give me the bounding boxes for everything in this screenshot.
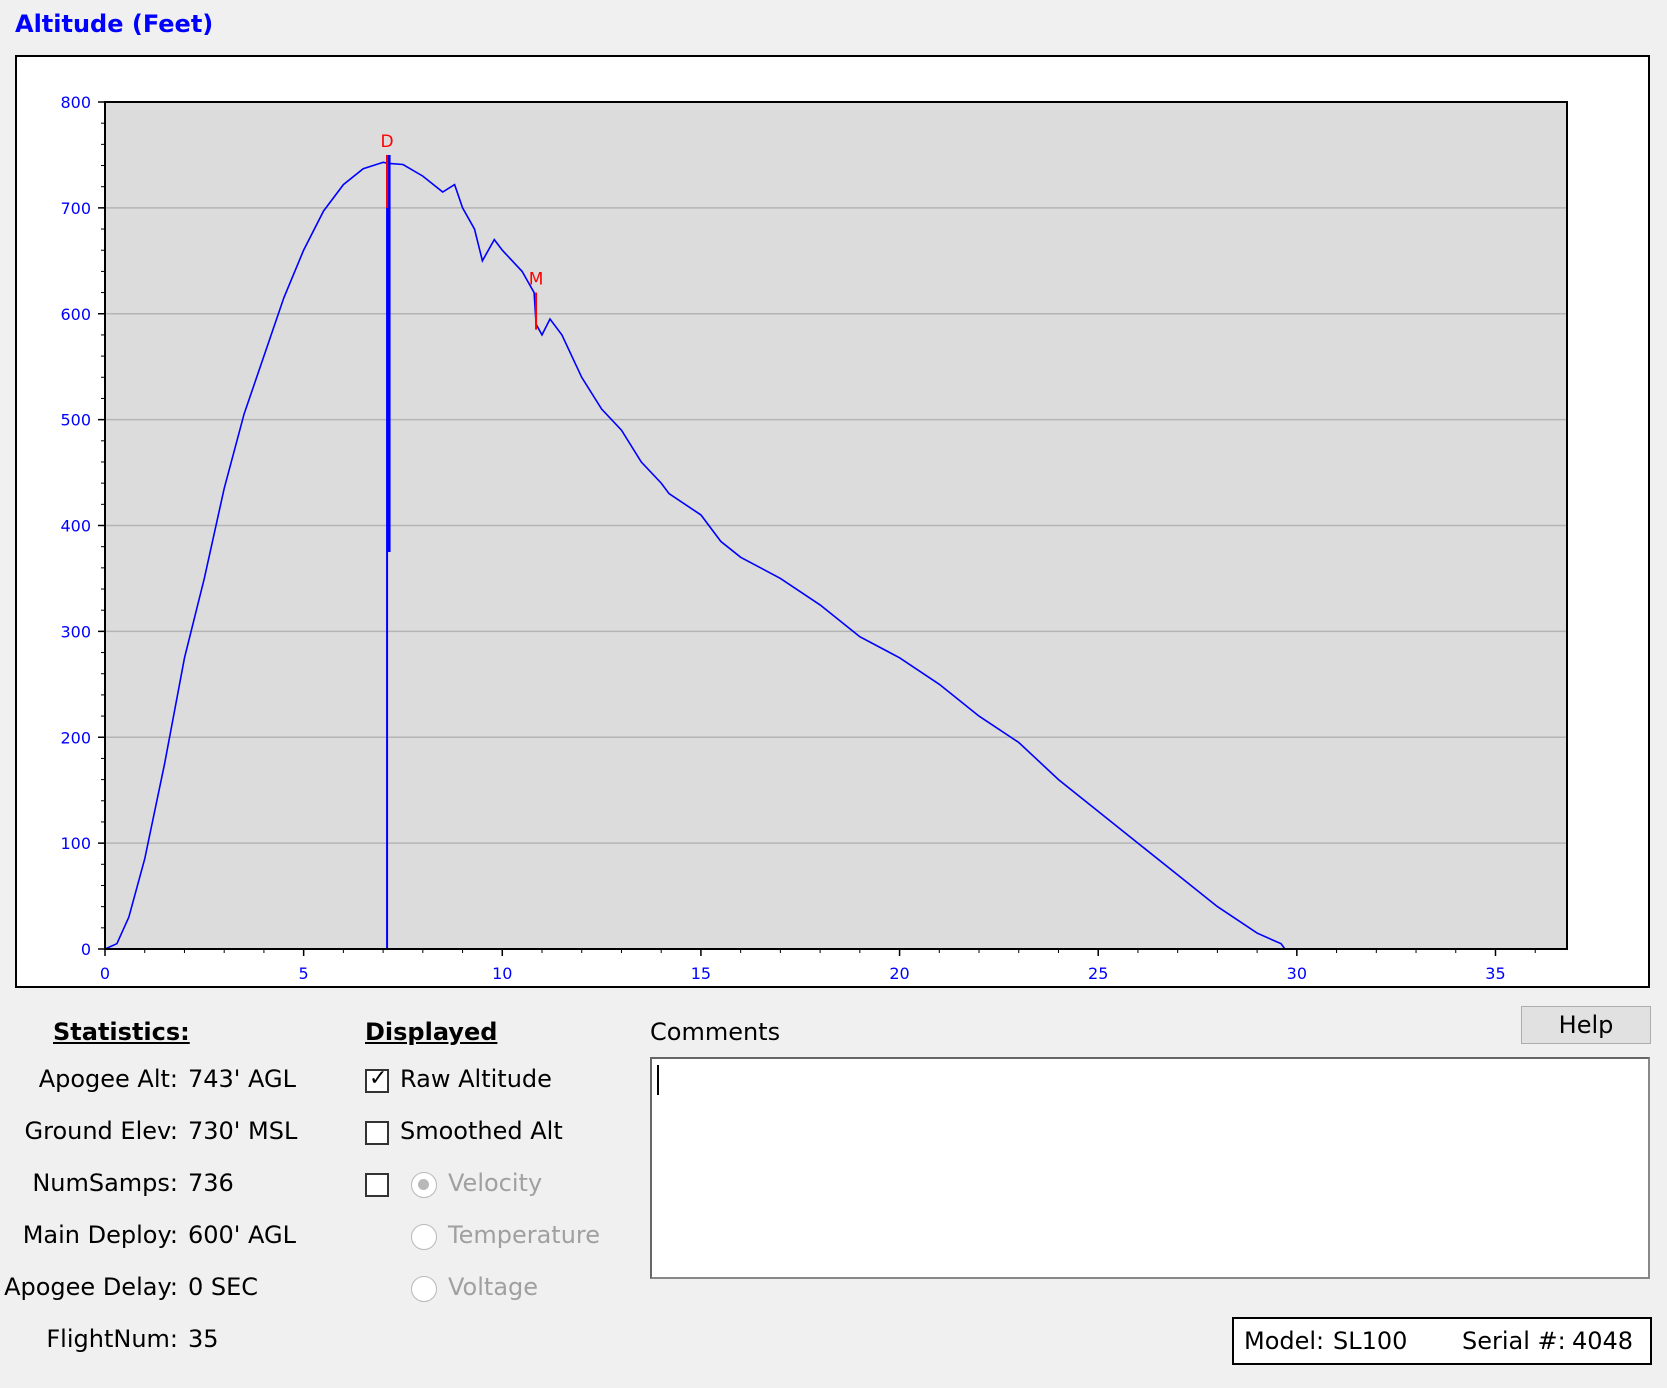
x-tick-label: 35: [1485, 964, 1505, 983]
stat-label: FlightNum:: [46, 1325, 178, 1353]
y-tick-label: 100: [60, 834, 91, 853]
displayed-header: Displayed: [365, 1018, 498, 1046]
stat-value: 600' AGL: [188, 1221, 296, 1249]
velocity-radio[interactable]: [411, 1172, 437, 1198]
serial-value: 4048: [1572, 1327, 1634, 1355]
y-tick-label: 0: [81, 940, 91, 959]
model-value: SL100: [1333, 1327, 1408, 1355]
device-info-box: Model: SL100 Serial #: 4048: [1232, 1317, 1652, 1365]
altitude-series-line: [104, 161, 1567, 950]
x-tick-label: 15: [691, 964, 711, 983]
chart-frame: 0 100 200 300 400 500 600 700 800 0 5 10 15 20 25 30 35 D…: [15, 55, 1650, 988]
altitude-chart: 0 100 200 300 400 500 600 700 800 0 5 10 15 20 25 30 35 D…: [60, 93, 1568, 983]
comments-label: Comments: [650, 1018, 781, 1046]
stat-value: 0 SEC: [188, 1273, 259, 1301]
smoothed-alt-label[interactable]: Smoothed Alt: [400, 1117, 563, 1145]
y-tick-label: 700: [60, 199, 91, 218]
help-button[interactable]: Help: [1521, 1006, 1651, 1044]
serial-label: Serial #:: [1462, 1327, 1566, 1355]
stat-value: 736: [188, 1169, 234, 1197]
x-tick-label: 25: [1088, 964, 1108, 983]
stat-label: Main Deploy:: [22, 1221, 178, 1249]
x-tick-label: 20: [889, 964, 909, 983]
stat-value: 35: [188, 1325, 219, 1353]
extra-series-checkbox[interactable]: [365, 1173, 389, 1197]
model-label: Model:: [1244, 1327, 1325, 1355]
comments-textarea[interactable]: [650, 1057, 1650, 1279]
y-tick-label: 300: [60, 622, 91, 641]
event-marker-label: M: [529, 270, 544, 290]
raw-altitude-label[interactable]: Raw Altitude: [400, 1065, 552, 1093]
event-marker-label: D: [381, 132, 394, 152]
check-icon: ✓: [369, 1066, 388, 1091]
y-tick-label: 400: [60, 517, 91, 536]
stat-value: 730' MSL: [188, 1117, 298, 1145]
stat-label: NumSamps:: [32, 1169, 178, 1197]
plot-border: [104, 101, 1568, 950]
y-tick-label: 800: [60, 93, 91, 112]
velocity-label: Velocity: [448, 1169, 543, 1197]
y-tick-label: 500: [60, 411, 91, 430]
x-tick-label: 10: [492, 964, 512, 983]
temperature-radio[interactable]: [411, 1224, 437, 1250]
x-tick-label: 0: [100, 964, 110, 983]
radio-selected-dot: [418, 1179, 429, 1190]
x-tick-label: 5: [299, 964, 309, 983]
y-tick-label: 600: [60, 305, 91, 324]
stat-value: 743' AGL: [188, 1065, 296, 1093]
statistics-header: Statistics:: [53, 1018, 190, 1046]
x-tick-label: 30: [1287, 964, 1307, 983]
text-caret: [657, 1065, 659, 1095]
stat-label: Apogee Delay:: [4, 1273, 178, 1301]
voltage-radio[interactable]: [411, 1276, 437, 1302]
smoothed-alt-checkbox[interactable]: [365, 1121, 389, 1145]
voltage-label: Voltage: [448, 1273, 539, 1301]
stat-label: Apogee Alt:: [38, 1065, 178, 1093]
y-tick-label: 200: [60, 728, 91, 747]
stat-label: Ground Elev:: [24, 1117, 178, 1145]
raw-altitude-checkbox[interactable]: ✓: [365, 1066, 389, 1093]
temperature-label: Temperature: [448, 1221, 601, 1249]
chart-title: Altitude (Feet): [15, 10, 214, 38]
